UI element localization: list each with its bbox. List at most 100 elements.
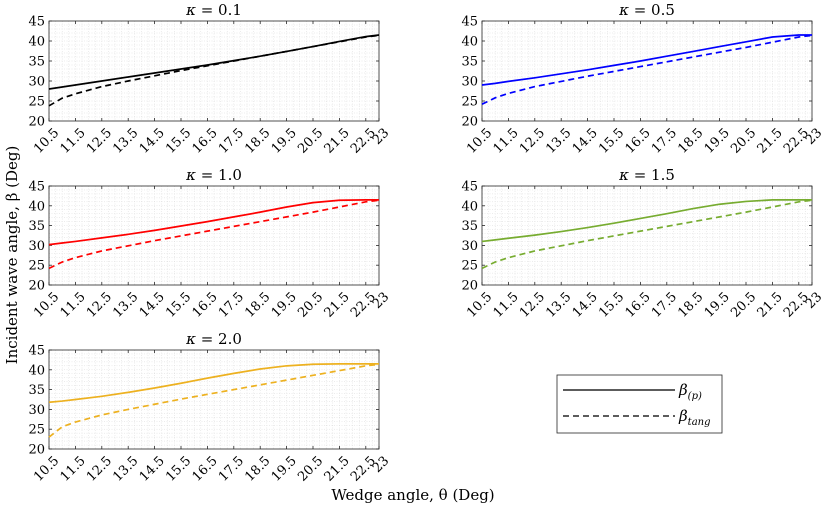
y-tick-label: 25	[28, 95, 45, 110]
subplot-2: 20 25 30 35 40 45 10.511.512.513.514.515.516.5…	[461, 1, 823, 157]
y-tick-label: 45	[28, 180, 45, 195]
x-tick-label: 20.5	[295, 290, 326, 321]
y-tick-label: 40	[28, 35, 45, 50]
x-tick-label: 15.5	[163, 290, 194, 321]
x-tick-label: 13.5	[543, 290, 574, 321]
subplot-5: 20 25 30 35 40 45 10.511.512.513.514.515.516.5…	[28, 330, 392, 485]
y-tick-label: 35	[28, 383, 45, 398]
minor-grid	[49, 21, 379, 121]
x-tick-label: 16.5	[190, 126, 221, 157]
legend-solid-sub: (p)	[688, 391, 702, 402]
x-tick-label: 23	[370, 126, 392, 148]
x-tick-label: 11.5	[491, 290, 522, 321]
title-kappa: κ	[185, 330, 196, 348]
y-tick-label: 40	[28, 199, 45, 214]
x-tick-label: 19.5	[702, 126, 733, 157]
y-tick-label: 30	[28, 239, 45, 254]
x-tick-label: 21.5	[755, 290, 786, 321]
x-tick-label: 20.5	[728, 290, 759, 321]
x-tick-label: 14.5	[570, 290, 601, 321]
series-line-beta-tang	[48, 363, 380, 438]
y-tick-label: 20	[28, 443, 45, 458]
x-tick-label: 23	[370, 454, 392, 476]
x-tick-label: 18.5	[242, 290, 273, 321]
title-value: = 2.0	[196, 330, 242, 348]
title-kappa: κ	[185, 1, 196, 19]
x-tick-label: 13.5	[110, 290, 141, 321]
y-tick-label: 20	[28, 279, 45, 294]
y-tick-label: 20	[461, 115, 478, 130]
axes-box	[481, 20, 813, 122]
x-tick-label: 21.5	[755, 126, 786, 157]
x-tick-label: 17.5	[649, 126, 680, 157]
y-tick-label: 20	[28, 115, 45, 130]
x-tick-label: 16.5	[190, 454, 221, 485]
y-tick-label: 40	[461, 35, 478, 50]
subplot-4: 20 25 30 35 40 45 10.511.512.513.514.515.516.5…	[461, 166, 823, 321]
title-kappa: κ	[185, 166, 196, 184]
legend: β(p) βtang	[556, 374, 723, 434]
x-tick-label: 16.5	[623, 126, 654, 157]
y-tick-label: 30	[461, 239, 478, 254]
series-line-beta-tang	[48, 199, 380, 270]
axes-box	[48, 20, 380, 122]
y-tick-label: 25	[461, 95, 478, 110]
x-tick-label: 20.5	[295, 126, 326, 157]
x-axis-label: Wedge angle, θ (Deg)	[331, 486, 494, 504]
series-line-beta-p	[481, 199, 812, 243]
y-tick-label: 25	[461, 259, 478, 274]
y-axis-label: Incident wave angle, β (Deg)	[3, 146, 21, 365]
x-tick-label: 10.5	[464, 126, 495, 157]
x-tick-label: 14.5	[137, 454, 168, 485]
x-tick-label: 15.5	[596, 126, 627, 157]
y-tick-label: 35	[28, 55, 45, 70]
x-tick-label: 19.5	[269, 126, 300, 157]
x-tick-label: 23	[370, 290, 392, 312]
x-tick-label: 13.5	[543, 126, 574, 157]
x-tick-label: 11.5	[491, 126, 522, 157]
x-tick-label: 16.5	[623, 290, 654, 321]
x-tick-label: 18.5	[242, 126, 273, 157]
subplot-title: κ = 0.5	[618, 1, 675, 19]
title-value: = 1.5	[629, 166, 675, 184]
legend-dashed-label: βtang	[678, 407, 711, 428]
x-tick-label: 18.5	[242, 454, 273, 485]
y-tick-label: 40	[461, 199, 478, 214]
series-line-beta-tang	[481, 199, 813, 270]
x-tick-label: 12.5	[84, 126, 115, 157]
title-value: = 0.5	[629, 1, 675, 19]
x-tick-label: 15.5	[163, 126, 194, 157]
legend-dashed-main: β	[678, 407, 688, 425]
title-value: = 1.0	[196, 166, 242, 184]
subplot-1: 20 25 30 35 40 45 10.511.512.513.514.515.516.5…	[28, 1, 392, 157]
x-tick-label: 11.5	[58, 126, 89, 157]
minor-grid	[49, 350, 379, 449]
y-tick-label: 40	[28, 363, 45, 378]
x-tick-label: 10.5	[31, 126, 62, 157]
x-tick-label: 12.5	[517, 126, 548, 157]
subplot-title: κ = 0.1	[185, 1, 242, 19]
series-line-beta-p	[481, 34, 812, 86]
y-tick-label: 35	[461, 55, 478, 70]
legend-solid-label: β(p)	[678, 381, 702, 402]
axes-box	[481, 185, 813, 286]
x-tick-label: 23	[803, 290, 823, 312]
x-tick-label: 18.5	[675, 126, 706, 157]
minor-grid	[482, 186, 812, 285]
x-tick-label: 21.5	[322, 454, 353, 485]
title-kappa: κ	[618, 1, 629, 19]
axes-box	[48, 185, 380, 286]
x-tick-label: 17.5	[649, 290, 680, 321]
x-tick-label: 14.5	[570, 126, 601, 157]
x-tick-label: 23	[803, 126, 823, 148]
legend-box	[556, 374, 723, 434]
x-tick-label: 12.5	[84, 290, 115, 321]
series-line-beta-tang	[48, 34, 380, 107]
x-tick-label: 20.5	[295, 454, 326, 485]
legend-dashed-sub: tang	[688, 417, 711, 428]
x-tick-label: 10.5	[464, 290, 495, 321]
y-tick-label: 35	[28, 219, 45, 234]
title-kappa: κ	[618, 166, 629, 184]
x-tick-label: 11.5	[58, 454, 89, 485]
